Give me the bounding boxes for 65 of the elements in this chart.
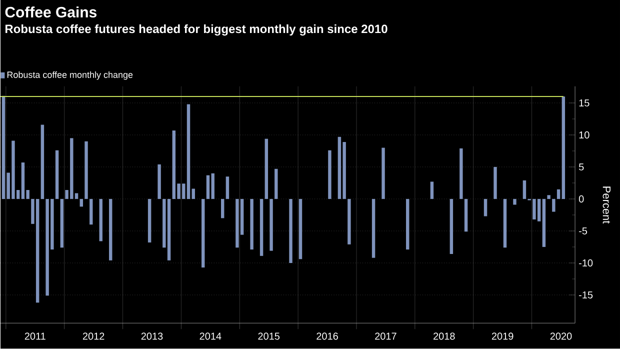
bar: [464, 199, 468, 232]
y-tick-label: -5: [579, 228, 588, 235]
bar: [192, 188, 195, 200]
bar: [289, 199, 292, 264]
bar: [55, 150, 59, 200]
bar: [60, 199, 64, 248]
bar: [450, 199, 454, 254]
bar: [211, 173, 214, 200]
bar: [40, 124, 44, 200]
x-tick-label: 2017: [375, 332, 396, 340]
bar: [348, 199, 351, 245]
y-tick-label: 10: [579, 132, 590, 139]
bar: [406, 199, 410, 250]
bar: [484, 199, 488, 216]
bar: [99, 199, 102, 242]
x-tick-label: 2011: [24, 332, 46, 340]
bar: [158, 164, 161, 200]
bar: [2, 96, 6, 200]
bar: [328, 150, 332, 200]
bar: [562, 96, 566, 200]
bar: [226, 176, 230, 200]
bar: [109, 199, 112, 261]
x-tick-label: 2018: [434, 332, 455, 340]
bar: [186, 104, 190, 200]
bar: [460, 148, 463, 200]
bar: [494, 167, 497, 200]
x-tick-label: 2019: [492, 332, 514, 340]
bar: [382, 148, 385, 200]
chart-title: Coffee Gains: [5, 6, 97, 18]
bar: [522, 180, 526, 200]
bar: [430, 182, 434, 200]
bar: [542, 199, 546, 248]
bar: [264, 138, 268, 200]
x-tick-label: 2016: [316, 332, 338, 340]
bar: [220, 199, 224, 218]
bar: [503, 199, 507, 248]
bar: [372, 199, 376, 258]
y-tick-label: 5: [578, 164, 584, 171]
bar: [84, 141, 88, 200]
y-tick-label: 15: [579, 100, 590, 107]
x-tick-label: 2014: [200, 332, 222, 340]
y-tick-label: 0: [578, 196, 584, 203]
bar: [90, 199, 93, 225]
bar: [206, 175, 210, 200]
bar: [80, 199, 83, 207]
x-tick-label: 2013: [141, 332, 163, 340]
y-tick-label: -10: [579, 260, 593, 267]
y-tick-label: -15: [579, 292, 593, 299]
x-tick-label: 2012: [82, 332, 104, 340]
bar: [202, 199, 205, 268]
bar: [552, 199, 556, 212]
bar: [274, 169, 278, 200]
bar: [547, 195, 550, 200]
bar: [513, 199, 516, 205]
legend-label: Robusta coffee monthly change: [7, 72, 133, 80]
x-tick-label: 2015: [258, 332, 280, 340]
y-axis-title: Percent: [602, 186, 610, 224]
chart-subtitle: Robusta coffee futures headed for biggest monthly gain since 2010: [6, 24, 388, 36]
bar: [270, 199, 273, 251]
bar: [556, 189, 560, 200]
bar: [148, 199, 152, 243]
bar: [250, 199, 254, 250]
x-tick-label: 2020: [550, 332, 572, 340]
bar: [260, 199, 264, 256]
bar: [298, 199, 302, 260]
